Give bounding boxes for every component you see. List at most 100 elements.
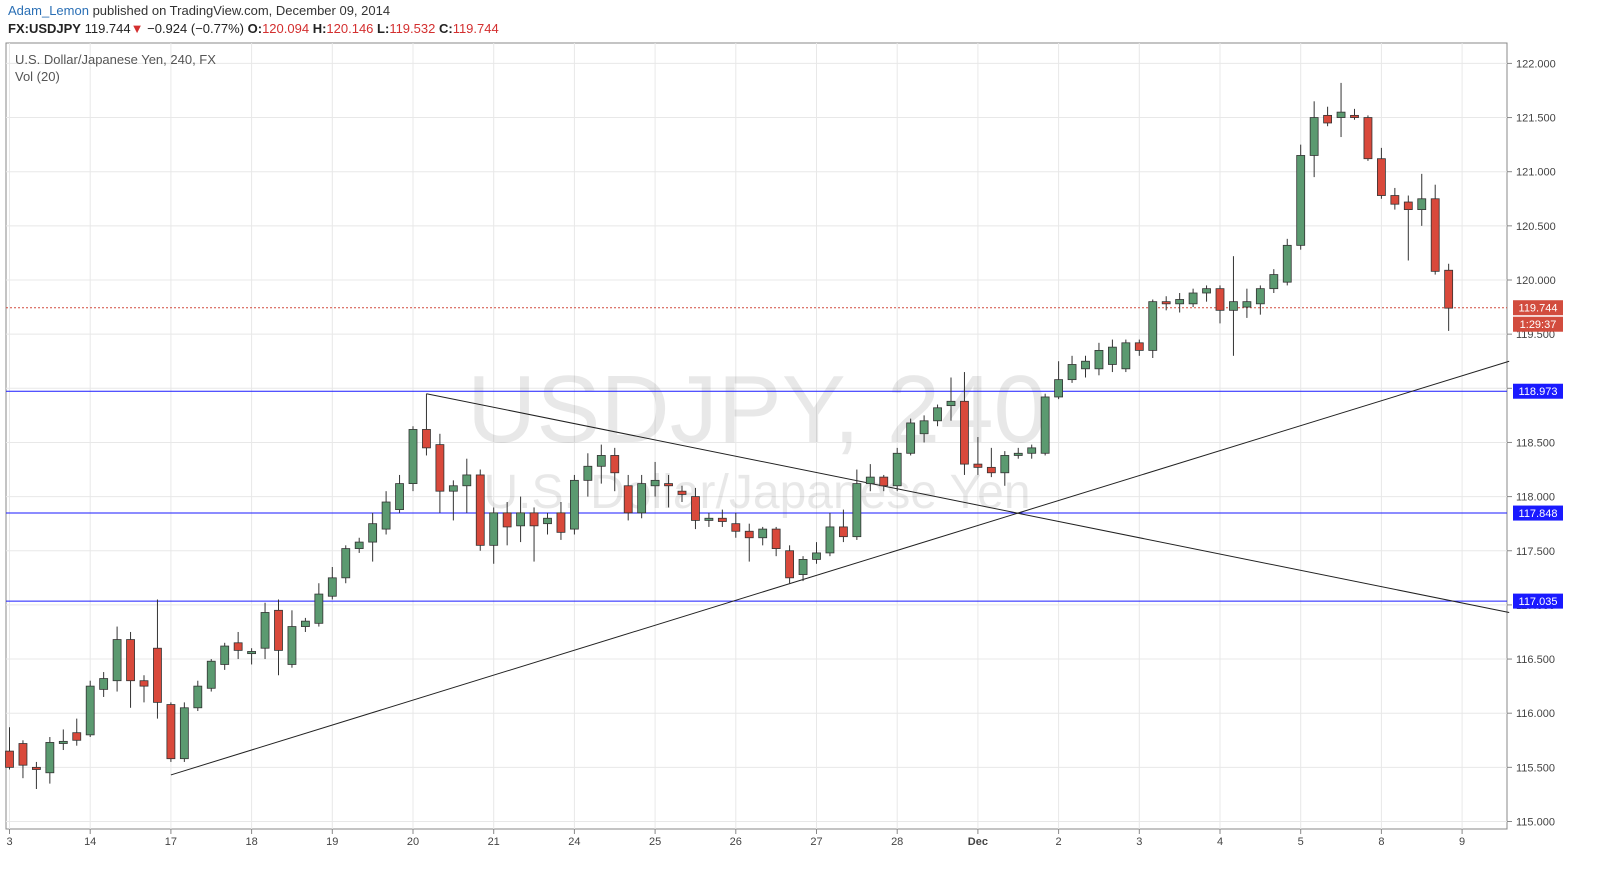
candle-body	[99, 678, 109, 690]
candle-body	[381, 501, 391, 530]
candle-body	[489, 512, 499, 546]
level-tag	[1513, 383, 1563, 399]
ohlc-line: FX:USDJPY 119.744▼ −0.924 (−0.77%) O:120…	[8, 21, 499, 36]
candle	[570, 474, 579, 535]
candle	[1444, 263, 1454, 331]
candle-body	[1403, 201, 1413, 211]
candle-body	[153, 647, 162, 703]
candle-body	[1108, 346, 1117, 365]
candle-body	[1094, 349, 1104, 370]
candle	[556, 502, 566, 540]
candle	[126, 631, 135, 708]
volume-indicator[interactable]: Vol (20)	[15, 69, 60, 84]
candle-body	[1255, 288, 1265, 305]
candle-body	[475, 474, 485, 546]
candle-body	[206, 660, 216, 689]
candle	[489, 507, 499, 564]
candle-body	[1215, 288, 1225, 311]
candle-body	[691, 496, 700, 521]
candle-body	[1054, 379, 1063, 398]
candle	[462, 458, 472, 513]
level-tag-label: 117.035	[1519, 596, 1558, 608]
high-label: H:	[312, 21, 327, 36]
candle-body	[1013, 452, 1023, 456]
candle-body	[1350, 114, 1359, 118]
candle-body	[1269, 274, 1279, 290]
candle-body	[139, 680, 149, 687]
x-tick-label: 3	[1136, 836, 1142, 848]
candle	[327, 566, 337, 600]
y-tick-label: 115.000	[1516, 817, 1555, 829]
candle	[314, 583, 324, 627]
candle-body	[233, 642, 243, 651]
candle-body	[1430, 198, 1440, 272]
candle	[1296, 144, 1306, 250]
candle-body	[1067, 364, 1077, 381]
candle-body	[960, 400, 969, 465]
candle-body	[166, 704, 176, 760]
candle-body	[637, 483, 647, 514]
candle-body	[1134, 342, 1144, 351]
level-tag	[1513, 593, 1563, 609]
y-tick-label: 116.000	[1516, 708, 1555, 720]
candle-body	[45, 742, 55, 774]
candle-body	[1175, 299, 1185, 305]
candle	[1108, 339, 1117, 373]
candle-body	[179, 707, 189, 760]
candle	[193, 680, 203, 712]
candle	[731, 512, 741, 538]
candle	[1229, 256, 1238, 356]
x-tick-label: 5	[1298, 836, 1304, 848]
candle	[99, 672, 109, 697]
candle-body	[865, 476, 875, 485]
candle-body	[543, 517, 552, 525]
symbol-label[interactable]: FX:USDJPY	[8, 21, 81, 36]
candle-body	[502, 512, 512, 528]
candle	[919, 415, 929, 443]
candle-body	[1336, 111, 1346, 118]
candle	[650, 461, 660, 497]
y-tick-label: 121.000	[1516, 167, 1556, 179]
candle	[475, 469, 485, 551]
candle-body	[85, 685, 95, 736]
candle-body	[287, 626, 297, 665]
candle-body	[1242, 301, 1252, 308]
candle-body	[986, 466, 996, 474]
candle-body	[1377, 158, 1386, 196]
y-tick-label: 120.500	[1516, 221, 1556, 233]
candle-body	[220, 645, 230, 665]
x-axis: 3 14 17 18 19 20 21 24 25 26 27 28 Dec 2 3 4 5 8 9	[6, 829, 1465, 848]
candle-body	[933, 407, 942, 422]
low-value: 119.532	[389, 21, 436, 36]
candle	[758, 526, 768, 546]
candle	[206, 659, 216, 692]
candle	[1255, 285, 1265, 315]
candle	[717, 509, 727, 527]
candle	[368, 512, 378, 562]
candle	[852, 469, 862, 540]
trendlines	[170, 360, 1510, 776]
candle	[825, 512, 835, 557]
x-tick-label: 20	[407, 836, 419, 848]
price-change: −0.924 (−0.77%)	[147, 21, 244, 36]
candle	[1161, 296, 1171, 311]
candle	[153, 599, 162, 719]
x-tick-label: 25	[649, 836, 661, 848]
candle-body	[193, 685, 203, 709]
candle	[1269, 269, 1279, 293]
candle-body	[18, 743, 28, 766]
candle-body	[1148, 301, 1158, 351]
candle-body	[677, 490, 687, 495]
candle	[677, 485, 687, 503]
candle	[422, 393, 431, 456]
candle-body	[327, 577, 337, 597]
author-link[interactable]: Adam_Lemon	[8, 3, 89, 18]
candle-body	[610, 455, 620, 474]
candle-body	[583, 465, 593, 481]
candle	[865, 464, 875, 492]
candle-body	[1081, 360, 1090, 370]
x-tick-label: 17	[165, 836, 177, 848]
pane-title: U.S. Dollar/Japanese Yen, 240, FX	[15, 52, 216, 67]
current-price-tag-label: 119.744	[1519, 303, 1558, 315]
